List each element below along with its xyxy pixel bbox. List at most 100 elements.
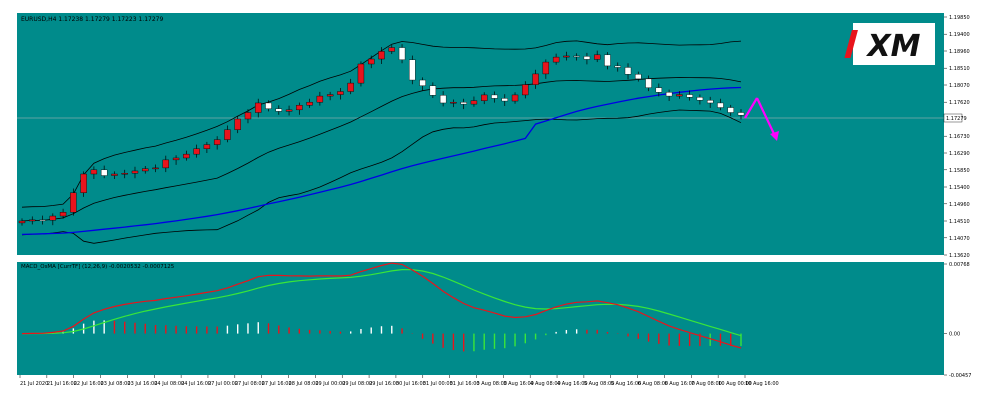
macd-line [21, 262, 742, 349]
chart-title: EURUSD,H4 1.17238 1.17279 1.17223 1.1727… [21, 16, 163, 23]
price-tick-label: 1.14070 [949, 236, 970, 242]
bullish-candle [563, 55, 570, 58]
bullish-candle [193, 148, 200, 155]
bullish-candle [244, 112, 252, 120]
bullish-candle [470, 100, 478, 105]
bullish-candle [213, 139, 221, 145]
bullish-candle [90, 169, 98, 175]
logo-red-bar [844, 30, 858, 58]
bullish-candle [594, 54, 601, 60]
bearish-candle [665, 92, 673, 97]
time-tick-label: 7 Aug 08:00 [691, 381, 722, 387]
price-tick-label: 1.14510 [949, 219, 970, 225]
logo-background [853, 23, 935, 65]
time-tick-label: 23 Jul 08:00 [101, 381, 131, 387]
price-tick-label: 1.18070 [949, 83, 970, 89]
time-tick-label: 4 Aug 08:00 [530, 381, 561, 387]
time-tick-label: 4 Aug 16:00 [557, 381, 588, 387]
time-tick-label: 29 Jul 16:00 [369, 381, 399, 387]
bollinger-lower [21, 109, 742, 244]
bullish-candle [203, 144, 211, 149]
bullish-candle [152, 167, 159, 170]
bullish-candle [172, 157, 180, 161]
bearish-candle [491, 94, 498, 99]
ma-line [21, 86, 742, 236]
current-price-label: 1.17279 [946, 116, 967, 122]
bullish-candle [511, 94, 519, 102]
bearish-candle [686, 94, 693, 98]
bullish-candle [131, 170, 139, 174]
signal-line [21, 268, 742, 337]
time-tick-label: 6 Aug 16:00 [664, 381, 695, 387]
indicator-panel-background [17, 262, 944, 375]
bearish-candle [573, 55, 580, 58]
bearish-candle [460, 101, 467, 105]
bullish-candle [59, 212, 67, 217]
bearish-candle [614, 65, 621, 68]
logo-text: XM [866, 29, 921, 64]
time-tick-label: 23 Jul 16:00 [127, 381, 157, 387]
bullish-candle [481, 94, 488, 101]
macd-lines [21, 262, 742, 349]
time-tick-label: 10 Aug 00:00 [718, 381, 752, 387]
bullish-candle [224, 129, 231, 140]
time-tick-label: 30 Jul 16:00 [396, 381, 426, 387]
bullish-candle [357, 63, 365, 84]
bearish-candle [717, 102, 724, 108]
bullish-candle [347, 82, 354, 92]
time-tick-label: 5 Aug 16:00 [611, 381, 642, 387]
bullish-candle [388, 47, 395, 52]
up-arrow-line [744, 97, 758, 119]
time-tick-label: 29 Jul 00:00 [315, 381, 345, 387]
bearish-candle [624, 67, 632, 75]
bearish-candle [635, 74, 642, 80]
time-tick-label: 3 Aug 16:00 [503, 381, 534, 387]
bullish-candle [18, 220, 26, 224]
bollinger-middle [21, 77, 742, 222]
bearish-candle [100, 169, 108, 176]
indicator-tick-label: 0.00768 [949, 262, 970, 268]
time-tick-label: 28 Jul 08:00 [289, 381, 319, 387]
main-panel-background [17, 13, 944, 255]
time-tick-label: 21 Jul 16:00 [47, 381, 77, 387]
bullish-candle [337, 91, 344, 95]
bullish-candle [49, 215, 57, 221]
bullish-candle [552, 56, 560, 63]
bullish-candle [142, 168, 149, 172]
bearish-candle [39, 219, 46, 222]
down-arrow-head [770, 131, 779, 141]
bullish-candle [316, 95, 324, 103]
bullish-candle [542, 61, 550, 75]
bearish-candle [737, 112, 745, 116]
bullish-candle [255, 102, 262, 113]
indicator-axis: 0.00768 0.00 -0.00457 [944, 262, 971, 379]
time-tick-label: 31 Jul 00:00 [423, 381, 453, 387]
time-tick-label: 10 Aug 16:00 [745, 381, 779, 387]
bearish-candle [583, 56, 591, 60]
bearish-candle [655, 87, 663, 93]
time-tick-label: 6 Aug 08:00 [638, 381, 669, 387]
price-tick-label: 1.17620 [949, 100, 970, 106]
bearish-candle [604, 54, 611, 67]
time-tick-label: 27 Jul 08:00 [235, 381, 265, 387]
indicator-tick-label: 0.00 [949, 332, 960, 338]
bearish-candle [398, 47, 406, 60]
bullish-candle [296, 105, 303, 111]
time-tick-label: 24 Jul 08:00 [154, 381, 184, 387]
bullish-candle [80, 173, 87, 193]
price-tick-label: 1.13620 [949, 253, 970, 259]
bearish-candle [265, 102, 272, 109]
bearish-candle [645, 78, 652, 88]
forecast-arrows [744, 97, 779, 141]
bearish-candle [429, 85, 437, 96]
bearish-candle [439, 95, 447, 104]
price-marker: 1.17279 [943, 113, 967, 123]
bullish-candle [183, 153, 190, 159]
bullish-candle [29, 219, 36, 222]
bullish-candle [522, 84, 529, 96]
bullish-candle [450, 101, 457, 104]
bearish-candle [696, 97, 704, 101]
